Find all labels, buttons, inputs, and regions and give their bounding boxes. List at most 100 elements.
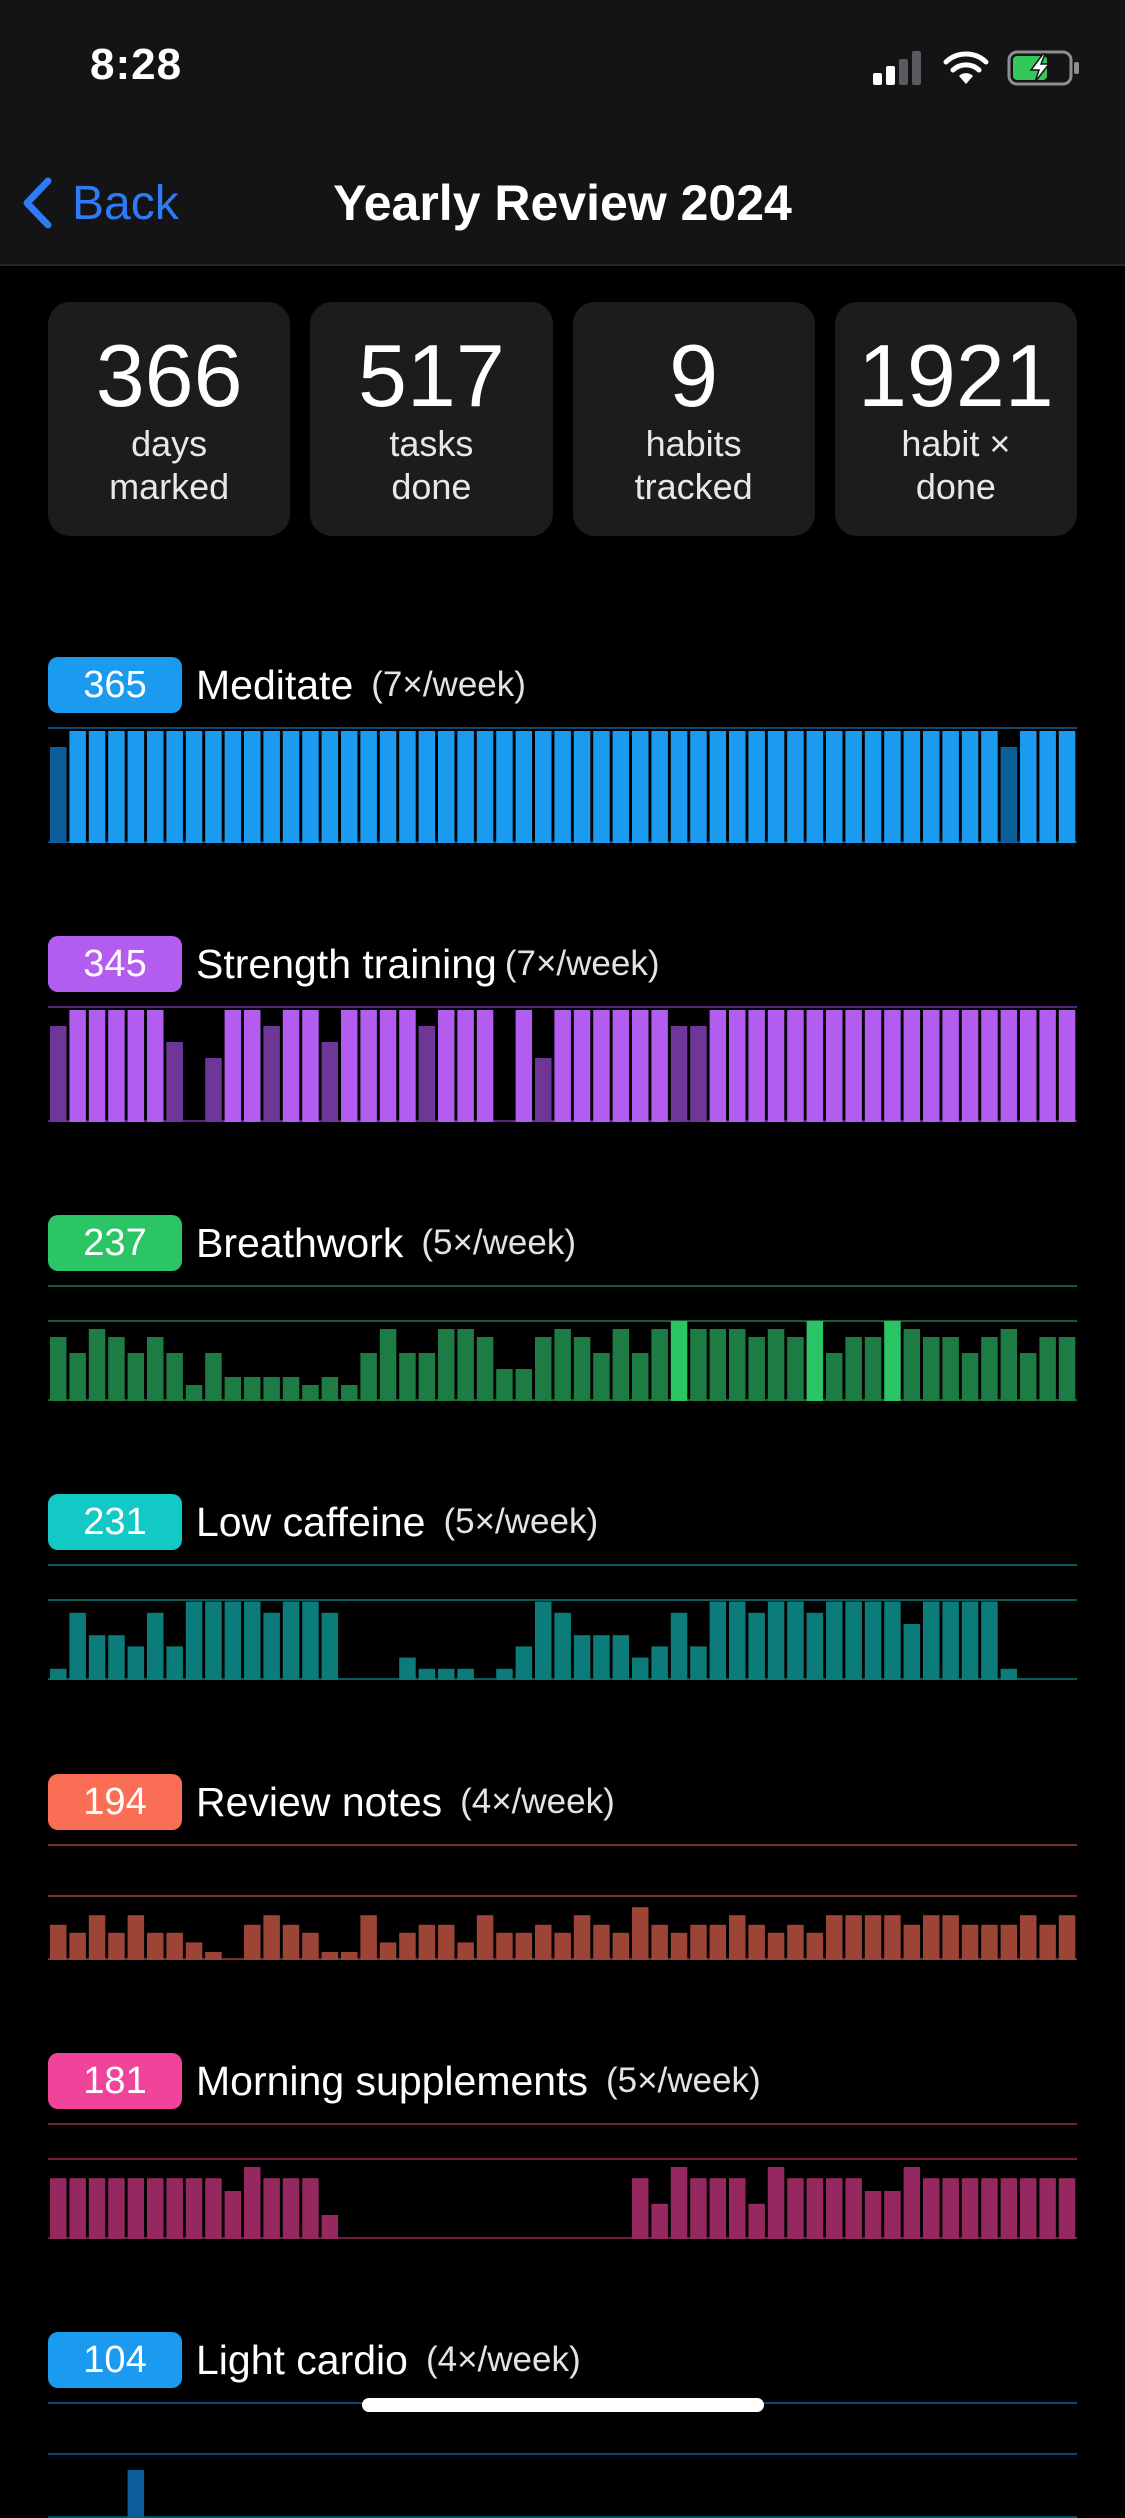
back-button[interactable]: Back bbox=[22, 168, 179, 238]
week-bar bbox=[806, 2178, 824, 2239]
stat-habits-tracked: 9 habits tracked bbox=[572, 302, 815, 536]
week-bar bbox=[321, 1612, 339, 1680]
week-bar bbox=[1058, 731, 1076, 843]
weekly-bars bbox=[48, 1564, 1077, 1680]
week-bar bbox=[845, 1337, 862, 1401]
week-bar bbox=[573, 1635, 591, 1680]
habit-header: 181 Morning supplements (5×/week) bbox=[48, 2053, 1077, 2109]
week-bar bbox=[515, 731, 533, 843]
week-bar bbox=[166, 1932, 183, 1960]
week-bar bbox=[593, 1353, 610, 1401]
week-bar bbox=[981, 1924, 998, 1960]
week-bar bbox=[1039, 1337, 1056, 1401]
habit-count-badge: 365 bbox=[48, 657, 182, 713]
week-bar bbox=[185, 1385, 203, 1401]
week-bar bbox=[709, 1010, 727, 1122]
week-bar bbox=[224, 1010, 242, 1122]
week-bar bbox=[864, 1337, 882, 1401]
week-bar bbox=[690, 1646, 707, 1680]
week-bar bbox=[1058, 1915, 1076, 1960]
week-bar bbox=[787, 1601, 804, 1680]
week-bar bbox=[379, 1010, 397, 1122]
week-bar bbox=[826, 2178, 843, 2239]
week-bar bbox=[670, 2167, 688, 2239]
habit-weekly-chart bbox=[48, 1564, 1077, 1680]
week-bar bbox=[864, 1915, 882, 1960]
habit-name: Breathwork bbox=[196, 1219, 404, 1266]
week-bar bbox=[244, 1377, 261, 1401]
week-bar bbox=[166, 1646, 183, 1680]
week-bar bbox=[845, 1915, 862, 1960]
habit-breathwork[interactable]: 237 Breathwork (5×/week) bbox=[48, 1215, 1077, 1401]
week-bar bbox=[884, 1915, 901, 1960]
week-bar bbox=[1000, 2178, 1018, 2239]
week-bar bbox=[360, 1915, 377, 1960]
week-bar bbox=[50, 747, 67, 843]
week-bar bbox=[166, 1042, 183, 1122]
week-bar bbox=[903, 1924, 921, 1960]
week-bar bbox=[806, 1932, 824, 1960]
week-bar bbox=[787, 2178, 804, 2239]
week-bar bbox=[108, 731, 125, 843]
week-bar bbox=[748, 1612, 765, 1680]
week-bar bbox=[826, 1353, 843, 1401]
cellular-signal-icon bbox=[873, 51, 921, 85]
week-bar bbox=[69, 2178, 86, 2239]
week-bar bbox=[767, 2167, 785, 2239]
week-bar bbox=[690, 2178, 707, 2239]
week-bar bbox=[729, 1915, 746, 1960]
habit-frequency: (4×/week) bbox=[460, 1782, 615, 1821]
week-bar bbox=[864, 2191, 882, 2239]
week-bar bbox=[690, 731, 707, 843]
week-bar bbox=[185, 1942, 203, 1960]
week-bar bbox=[379, 1942, 397, 1960]
week-bar bbox=[729, 1329, 746, 1401]
week-bar bbox=[263, 731, 280, 843]
week-bar bbox=[670, 1321, 688, 1401]
week-bar bbox=[418, 1353, 436, 1401]
week-bar bbox=[147, 2178, 164, 2239]
week-bar bbox=[826, 1915, 843, 1960]
week-bar bbox=[632, 1353, 649, 1401]
week-bar bbox=[1039, 1924, 1056, 1960]
week-bar bbox=[205, 1952, 222, 1960]
habit-morning-supplements[interactable]: 181 Morning supplements (5×/week) bbox=[48, 2053, 1077, 2239]
week-bar bbox=[88, 1635, 106, 1680]
week-bar bbox=[884, 731, 901, 843]
week-bar bbox=[457, 731, 474, 843]
habit-low-caffeine[interactable]: 231 Low caffeine (5×/week) bbox=[48, 1494, 1077, 1680]
habit-frequency: (5×/week) bbox=[421, 1223, 577, 1262]
week-bar bbox=[961, 731, 979, 843]
stat-value: 1921 bbox=[857, 326, 1054, 425]
week-bar bbox=[709, 1329, 727, 1401]
week-bar bbox=[593, 731, 610, 843]
stat-label: done bbox=[391, 466, 472, 507]
home-indicator[interactable] bbox=[362, 2398, 764, 2412]
stat-days-marked: 366 days marked bbox=[48, 302, 291, 536]
week-bar bbox=[903, 731, 921, 843]
habit-light-cardio[interactable]: 104 Light cardio (4×/week) bbox=[48, 2332, 1077, 2518]
week-bar bbox=[321, 1042, 339, 1122]
week-bar bbox=[632, 2178, 649, 2239]
week-bar bbox=[787, 1010, 804, 1122]
stat-label: done bbox=[915, 466, 996, 507]
habit-strength-training[interactable]: 345 Strength training (7×/week) bbox=[48, 936, 1077, 1122]
week-bar bbox=[88, 1329, 106, 1401]
week-bar bbox=[457, 1010, 474, 1122]
week-bar bbox=[884, 1601, 901, 1680]
week-bar bbox=[185, 2178, 203, 2239]
week-bar bbox=[787, 731, 804, 843]
week-bar bbox=[787, 1337, 804, 1401]
week-bar bbox=[399, 731, 416, 843]
habit-review-notes[interactable]: 194 Review notes (4×/week) bbox=[48, 1774, 1077, 1960]
week-bar bbox=[399, 1353, 416, 1401]
week-bar bbox=[593, 1924, 610, 1960]
habit-meditate[interactable]: 365 Meditate (7×/week) bbox=[48, 657, 1077, 843]
status-time: 8:28 bbox=[90, 40, 183, 89]
chevron-left-icon bbox=[23, 177, 52, 229]
week-bar bbox=[244, 2167, 261, 2239]
week-bar bbox=[884, 1321, 901, 1401]
week-bar bbox=[961, 1353, 979, 1401]
week-bar bbox=[476, 731, 494, 843]
week-bar bbox=[767, 1932, 785, 1960]
